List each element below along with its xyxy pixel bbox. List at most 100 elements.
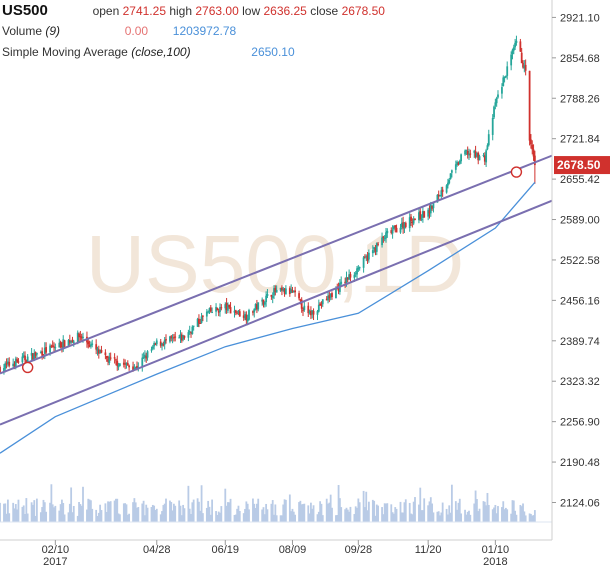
candle-body [346,277,349,280]
candle-body [225,303,228,310]
candle-body [207,311,210,313]
candle-body [411,221,414,224]
candle-body [124,363,127,365]
close-label: close [310,4,339,18]
candle-body [474,151,477,157]
candle-body [520,52,523,64]
volume-bar [125,504,128,522]
x-tick-year-label: 2018 [483,556,507,568]
volume-bar [419,487,422,522]
volume-bar [252,498,254,522]
candle-body [187,332,190,338]
candle-body [51,345,54,347]
channel-layer[interactable] [0,154,553,426]
volume-bar [205,507,208,522]
volume-bar [86,509,88,522]
high-label: high [169,4,193,18]
volume-bar [165,498,167,522]
candle-body [270,294,273,297]
volume-bar [436,511,439,522]
volume-bar [410,513,412,522]
candle-body [437,194,440,197]
candle-body [482,155,485,157]
volume-bar [118,514,121,522]
candle-body [362,257,365,268]
candle-body [328,295,331,299]
candle-body [449,173,452,180]
volume-bar [246,503,249,522]
channel-trendline[interactable] [0,154,553,375]
candle-body [469,153,472,155]
candle-body [457,163,460,165]
volume-bar [234,514,237,522]
candle-body [510,54,513,66]
volume-bar [427,505,430,522]
candle-body [0,367,1,373]
trendline-anchor-marker[interactable] [21,361,34,374]
volume-bar [196,498,199,522]
volume-bar [394,507,397,522]
candle-body [248,310,250,320]
volume-bar [528,513,531,522]
candle-body [238,311,241,317]
volume-bar [303,503,306,522]
y-tick-label: 2854.68 [560,53,600,65]
candle-body [105,355,108,359]
candle-body [533,155,536,166]
candle-body [17,361,20,363]
x-tick-label: 02/10 [42,544,70,556]
candle-body [257,302,260,310]
volume-bar [41,507,44,522]
candle-body [275,290,278,293]
volume-bar [353,514,356,522]
candle-body [512,47,515,51]
candle-body [383,238,386,240]
legend-volume-row: Volume (9) 0.00 1203972.78 [2,24,236,38]
candle-body [208,308,211,312]
volume-bar [367,501,370,522]
candle-body [22,355,25,357]
candle-body [303,305,306,311]
volume-bar [97,512,100,522]
candle-body [21,356,24,363]
candle-body [219,307,221,312]
candle-body [58,342,61,348]
candle-body [25,360,28,362]
volume-bar [211,499,214,522]
volume-bar [317,511,320,522]
volume-bar [137,507,140,522]
candle-body [478,156,481,161]
volume-bar [329,494,332,522]
volume-bar [99,504,102,522]
volume-bar [33,500,36,522]
volume-bar [179,505,182,522]
candle-body [145,355,148,359]
candle-body [445,185,448,193]
candle-body [456,162,459,166]
candle-body [454,164,457,170]
candle-body [104,352,107,356]
volume-bar [34,515,37,522]
candle-body [263,302,266,305]
candle-body [385,232,387,239]
candle-body [182,335,185,340]
channel-trendline[interactable] [0,199,553,426]
candle-body [216,308,219,311]
volume-bar [428,501,431,522]
candle-body [439,195,441,197]
volume-bar [163,503,166,522]
candle-body [460,154,462,162]
candle-body [423,211,426,218]
symbol-name[interactable]: US500 [2,2,48,19]
volume-label[interactable]: Volume [2,24,43,38]
candle-body [308,310,311,313]
candle-body [464,150,466,155]
candle-body [155,340,158,345]
sma-label[interactable]: Simple Moving Average [2,45,128,59]
candle-body [395,227,398,233]
trendline-anchor-marker[interactable] [510,166,523,178]
candle-body [299,299,302,301]
volume-bar [429,497,432,522]
